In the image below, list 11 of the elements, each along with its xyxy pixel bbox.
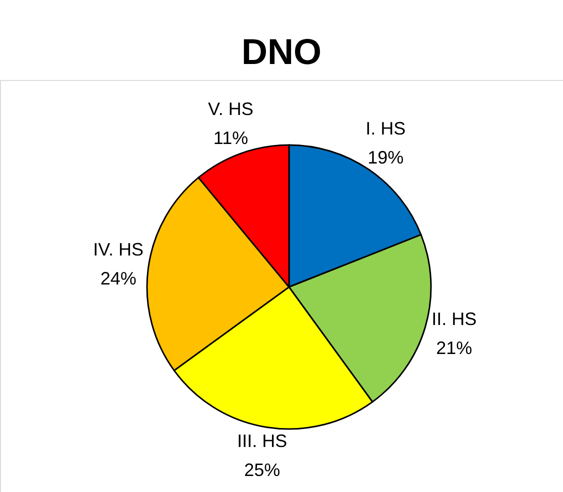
data-label: 21% [436,338,472,358]
data-label: 11% [213,128,248,148]
data-label: 24% [100,268,136,288]
slice-label: IV. HS [93,239,144,260]
data-label: 19% [368,148,404,168]
data-label: 25% [244,460,280,480]
slice-label: V. HS [208,99,254,120]
slice-label: I. HS [366,118,406,139]
chart-title: DNO [242,31,322,72]
slice-label: II. HS [432,308,477,329]
slice-label: III. HS [237,430,288,451]
